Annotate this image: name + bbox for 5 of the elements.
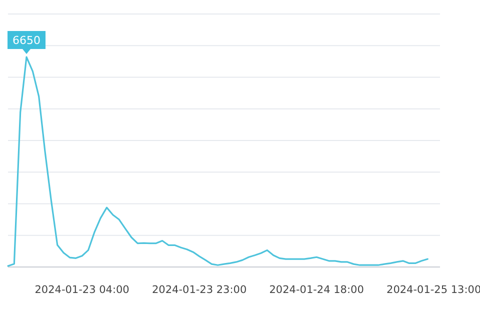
x-tick-label: 2024-01-23 23:00 [152, 284, 247, 296]
x-tick-label: 2024-01-24 18:00 [269, 284, 364, 296]
annotation: 6650 [12, 34, 41, 48]
x-tick-label: 2024-01-23 04:00 [34, 284, 130, 296]
x-tick-label: 2024-01-25 13:00 [386, 284, 480, 296]
